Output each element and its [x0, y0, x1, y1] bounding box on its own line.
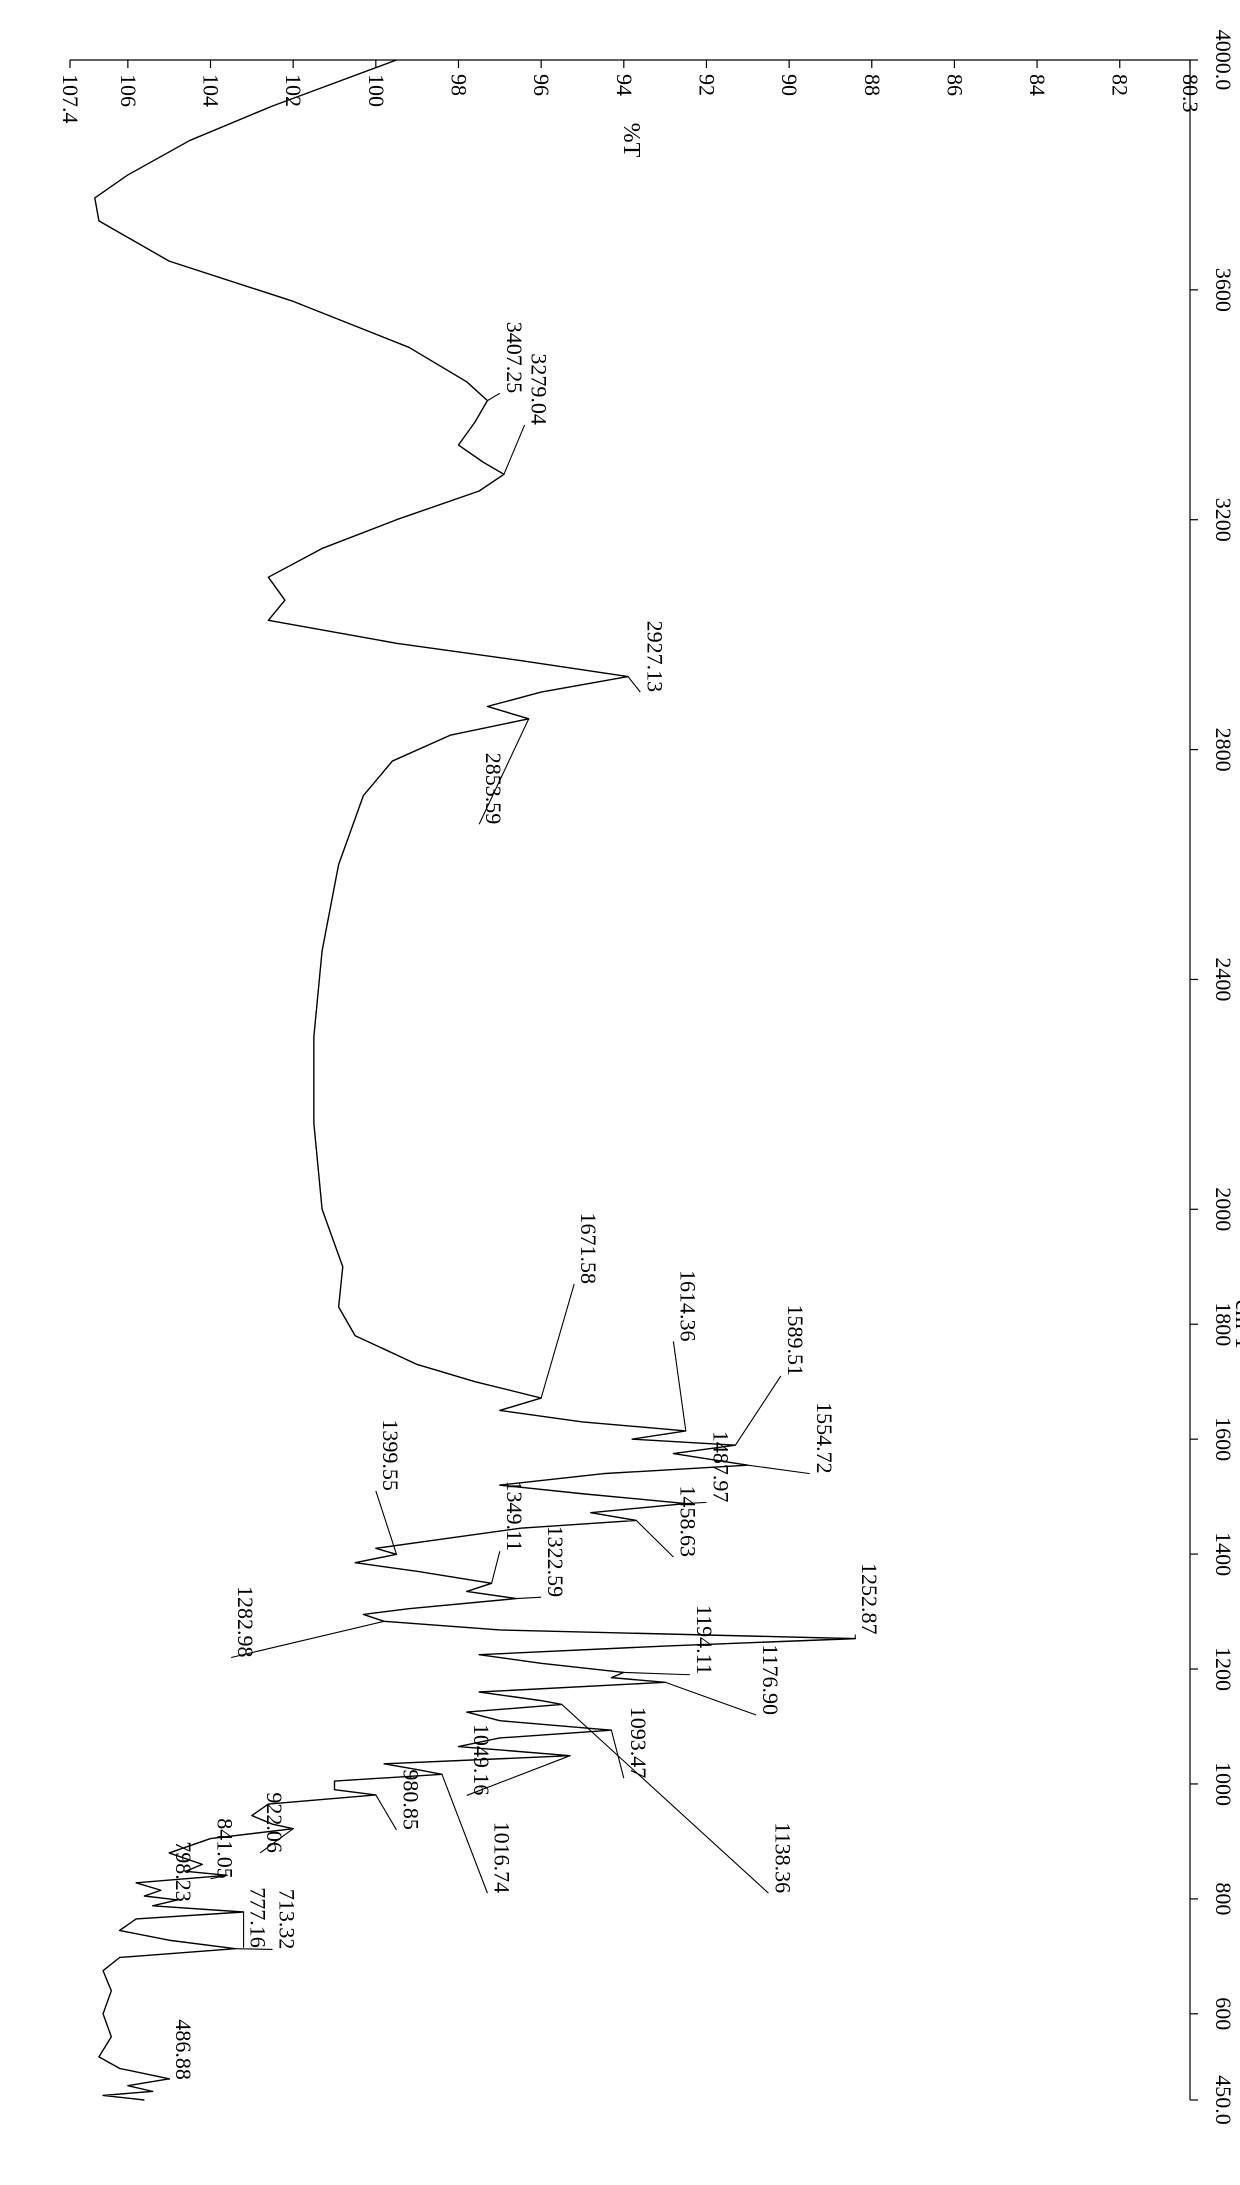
peak-leader	[504, 425, 525, 474]
peak-leader	[665, 1682, 756, 1715]
wavenumber-tick-label: 1400	[1211, 1532, 1236, 1576]
peak-label: 922.06	[262, 1792, 287, 1853]
wavenumber-tick-label: 3200	[1211, 498, 1236, 542]
wavenumber-tick-label: 1200	[1211, 1647, 1236, 1691]
peak-leader	[624, 1672, 690, 1674]
peak-leader	[376, 1491, 397, 1554]
wavenumber-tick-label: 2400	[1211, 957, 1236, 1001]
wavenumber-tick-label: 2800	[1211, 728, 1236, 772]
peak-label: 841.05	[213, 1818, 238, 1879]
peak-label: 713.32	[275, 1889, 300, 1950]
peak-leader	[636, 1520, 673, 1557]
wavenumber-tick-label: 600	[1211, 1997, 1236, 2030]
pctT-tick-label: 84	[1025, 74, 1050, 96]
peak-leader	[487, 393, 499, 400]
peak-label: 798.23	[171, 1841, 196, 1902]
peak-leader	[541, 1284, 574, 1398]
peak-leader	[376, 1795, 397, 1830]
pctT-tick-label: 90	[777, 74, 802, 96]
peak-label: 1487.97	[708, 1431, 733, 1503]
peak-label: 1399.55	[378, 1419, 403, 1491]
pctT-tick-label: 107.4	[58, 74, 83, 124]
peak-leader	[748, 1465, 810, 1473]
peak-label: 1671.58	[576, 1213, 601, 1285]
peak-label: 1614.36	[675, 1270, 700, 1342]
pctT-tick-label: 100	[364, 74, 389, 107]
peak-leader	[562, 1704, 769, 1893]
wavenumber-tick-label: 4000.0	[1211, 30, 1236, 91]
ir-spectrum-page: 107.410610410210098969492908886848280.3%…	[0, 0, 1240, 2185]
peak-leader	[628, 677, 640, 693]
pctT-tick-label: 80.3	[1178, 74, 1203, 113]
pctT-tick-label: 104	[199, 74, 224, 107]
pctT-tick-label: 106	[116, 74, 141, 107]
peak-label: 1589.51	[783, 1304, 808, 1376]
wavenumber-tick-label: 1600	[1211, 1417, 1236, 1461]
peak-label: 1349.11	[502, 1481, 527, 1552]
peak-label: 1093.47	[626, 1707, 651, 1779]
peak-label: 1016.74	[489, 1822, 514, 1894]
peak-label: 1049.16	[469, 1724, 494, 1796]
peak-label: 980.85	[398, 1769, 423, 1830]
peak-label: 3407.25	[502, 322, 527, 394]
peak-label: 486.88	[171, 2019, 196, 2080]
pctT-tick-label: 94	[612, 74, 637, 96]
peak-label: 1176.90	[758, 1644, 783, 1715]
peak-label: 1138.36	[770, 1822, 795, 1893]
peak-label: 1554.72	[812, 1402, 837, 1474]
wavenumber-tick-label: 2000	[1211, 1187, 1236, 1231]
peak-label: 1282.98	[233, 1586, 258, 1658]
peak-leader	[611, 1730, 623, 1778]
peak-label: 3279.04	[527, 353, 552, 425]
wavenumber-tick-label: 1000	[1211, 1762, 1236, 1806]
peak-leader	[235, 1949, 272, 1950]
wavenumber-tick-label: 3600	[1211, 268, 1236, 312]
spectrum-svg: 107.410610410210098969492908886848280.3%…	[0, 0, 1240, 2185]
peak-label: 1458.63	[675, 1485, 700, 1557]
peak-label: 777.16	[246, 1887, 271, 1948]
peak-label: 1322.59	[543, 1526, 568, 1598]
wavenumber-tick-label: 450.0	[1211, 2075, 1236, 2125]
pctT-tick-label: 86	[942, 74, 967, 96]
peak-leader	[516, 1597, 541, 1598]
peak-label: 1194.11	[692, 1605, 717, 1675]
peak-label: 2927.13	[642, 621, 667, 693]
peak-leader	[492, 1551, 500, 1583]
pctT-tick-label: 98	[446, 74, 471, 96]
peak-label: 2853.59	[481, 753, 506, 825]
pctT-axis-title: %T	[618, 123, 644, 158]
peak-label: 1252.87	[857, 1563, 882, 1635]
wavenumber-axis-title: cm-1	[1230, 1300, 1240, 1349]
pctT-tick-label: 88	[860, 74, 885, 96]
wavenumber-tick-label: 800	[1211, 1882, 1236, 1915]
peak-leader	[673, 1341, 685, 1430]
pctT-tick-label: 82	[1108, 74, 1133, 96]
peak-leader	[735, 1376, 780, 1445]
pctT-tick-label: 92	[694, 74, 719, 96]
pctT-tick-label: 96	[529, 74, 554, 96]
